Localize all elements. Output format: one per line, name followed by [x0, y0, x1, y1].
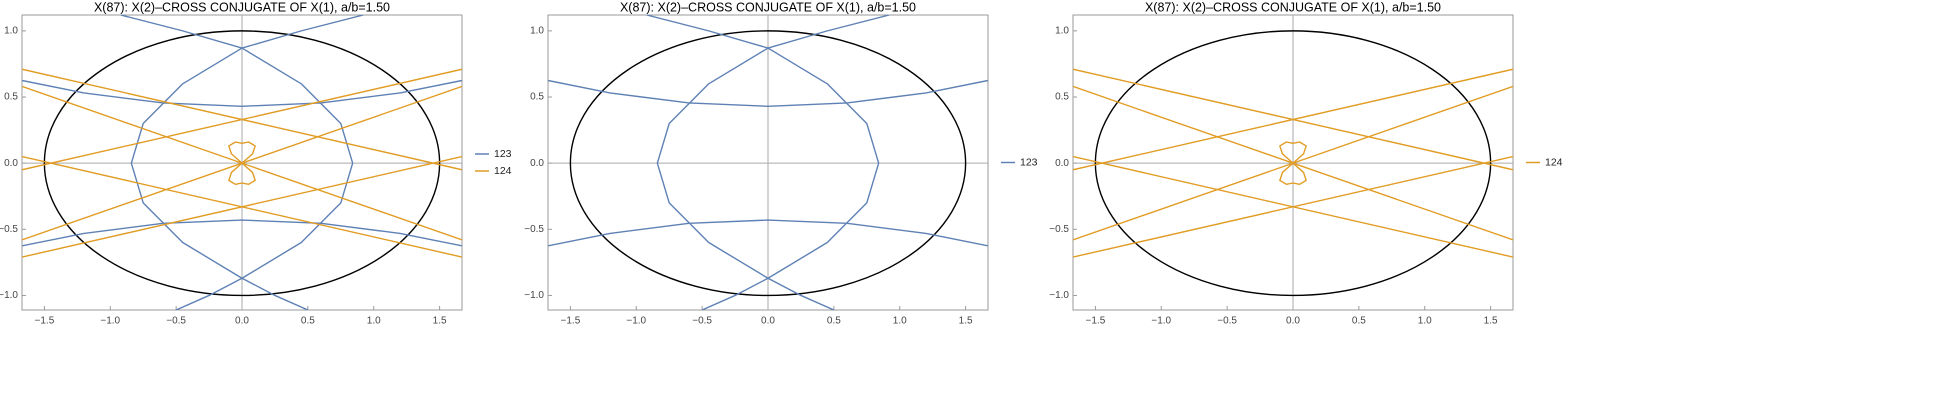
- x-tick-label: −0.5: [692, 316, 712, 327]
- y-tick-label: 0.5: [1055, 92, 1069, 103]
- panel: X(87): X(2)–CROSS CONJUGATE OF X(1), a/b…: [1049, 0, 1562, 326]
- y-tick-label: 0.0: [4, 158, 18, 169]
- ellipse: [43, 30, 441, 297]
- x-tick-label: −0.5: [166, 316, 186, 327]
- y-tick-label: −1.0: [0, 290, 18, 301]
- x-tick-label: −1.5: [35, 316, 55, 327]
- x-tick-label: 0.5: [827, 316, 841, 327]
- series-line: [22, 15, 462, 310]
- legend-label: 124: [494, 165, 512, 177]
- plot-area: [22, 15, 462, 310]
- legend-label: 123: [1020, 156, 1038, 168]
- y-tick-label: −0.5: [524, 224, 544, 235]
- y-tick-label: −0.5: [0, 224, 18, 235]
- ellipse: [569, 30, 967, 297]
- legend-label: 124: [1545, 156, 1563, 168]
- y-tick-label: −1.0: [1049, 290, 1069, 301]
- panel: X(87): X(2)–CROSS CONJUGATE OF X(1), a/b…: [0, 0, 512, 326]
- x-tick-label: −1.5: [1086, 316, 1106, 327]
- x-tick-label: 0.0: [235, 316, 249, 327]
- series-line: [548, 15, 988, 310]
- x-tick-label: 1.0: [893, 316, 907, 327]
- plot-area: [1073, 30, 1513, 297]
- y-tick-label: 0.5: [4, 92, 18, 103]
- x-tick-label: −1.0: [100, 316, 120, 327]
- x-tick-label: 0.5: [1352, 316, 1366, 327]
- y-tick-label: 1.0: [1055, 26, 1069, 37]
- y-tick-label: 0.0: [1055, 158, 1069, 169]
- chart-title: X(87): X(2)–CROSS CONJUGATE OF X(1), a/b…: [1145, 0, 1441, 14]
- panel: X(87): X(2)–CROSS CONJUGATE OF X(1), a/b…: [524, 0, 1037, 326]
- x-tick-label: −1.0: [1151, 316, 1171, 327]
- x-tick-label: −1.5: [561, 316, 581, 327]
- x-tick-label: 1.5: [959, 316, 973, 327]
- x-tick-label: 0.5: [301, 316, 315, 327]
- x-tick-label: 1.5: [433, 316, 447, 327]
- y-tick-label: 1.0: [530, 26, 544, 37]
- chart-title: X(87): X(2)–CROSS CONJUGATE OF X(1), a/b…: [620, 0, 916, 14]
- series-line: [1073, 68, 1513, 258]
- x-tick-label: 0.0: [1286, 316, 1300, 327]
- chart-title: X(87): X(2)–CROSS CONJUGATE OF X(1), a/b…: [94, 0, 390, 14]
- ellipse: [1094, 30, 1492, 297]
- x-tick-label: 0.0: [761, 316, 775, 327]
- legend-label: 123: [494, 148, 512, 160]
- y-tick-label: 1.0: [4, 26, 18, 37]
- plot-area: [548, 15, 988, 310]
- y-tick-label: −1.0: [524, 290, 544, 301]
- y-tick-label: 0.0: [530, 158, 544, 169]
- x-tick-label: 1.0: [367, 316, 381, 327]
- x-tick-label: −0.5: [1217, 316, 1237, 327]
- y-tick-label: −0.5: [1049, 224, 1069, 235]
- series-line: [22, 68, 462, 258]
- x-tick-label: −1.0: [626, 316, 646, 327]
- x-tick-label: 1.5: [1484, 316, 1498, 327]
- y-tick-label: 0.5: [530, 92, 544, 103]
- x-tick-label: 1.0: [1418, 316, 1432, 327]
